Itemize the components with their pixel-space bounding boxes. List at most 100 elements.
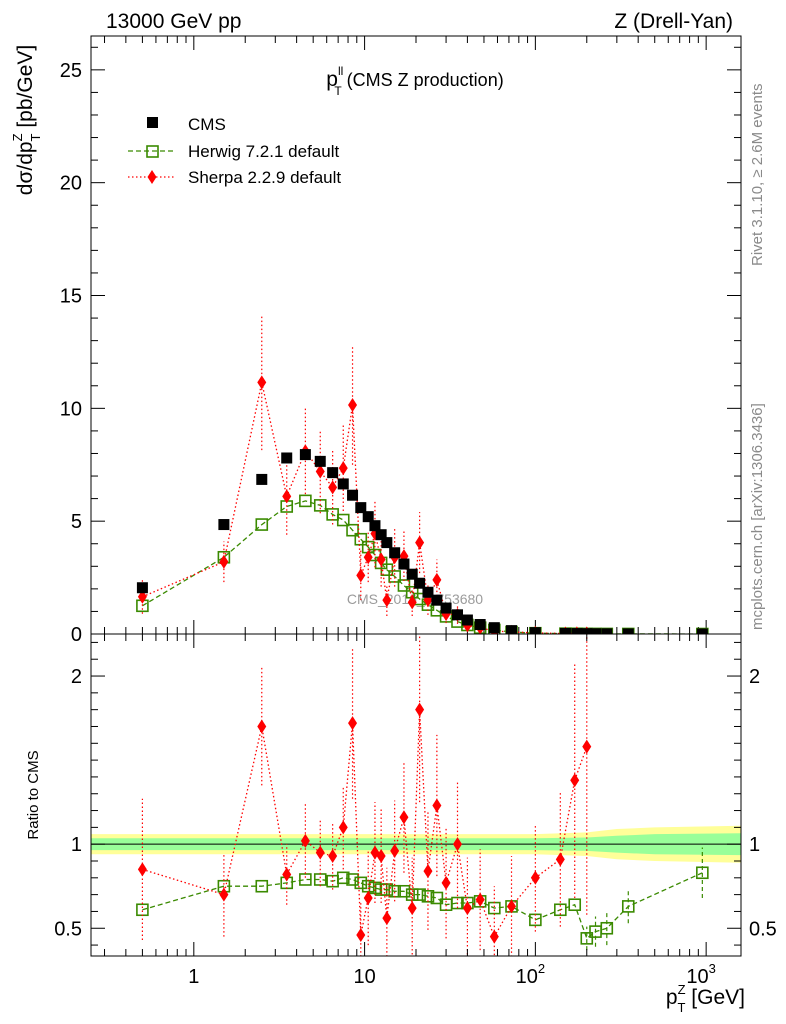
main-panel: 0 5 10 15 20 25 pll T (CMS Z production) dσ/dp…: [10, 35, 742, 646]
cms-point: [281, 452, 293, 464]
herwig-ratio-point: [451, 896, 464, 910]
cms-point: [256, 473, 268, 485]
cms-point: [314, 455, 326, 467]
sherpa-ratio-point: [376, 848, 386, 863]
x-axis-label-main: p: [666, 986, 678, 1009]
legend-sherpa-marker: [147, 170, 157, 184]
sherpa-ratio-point: [570, 773, 580, 788]
sherpa-ratio-point: [453, 837, 463, 852]
legend-sherpa-label: Sherpa 2.2.9 default: [188, 168, 341, 187]
herwig-point: [354, 532, 368, 546]
herwig-ratio-point: [413, 888, 426, 901]
ratio-y-tick-label: 1: [71, 834, 82, 856]
sherpa-ratio-point: [328, 848, 338, 863]
main-title-sub: T: [334, 84, 342, 98]
main-axis-ticks: 0 5 10 15 20 25: [60, 36, 741, 646]
ratio-y-label: Ratio to CMS: [25, 750, 42, 839]
herwig-ratio-point: [346, 873, 359, 886]
cms-point: [362, 511, 374, 523]
cms-point: [571, 628, 583, 634]
herwig-point: [299, 494, 312, 508]
header-left: 13000 GeV pp: [106, 10, 241, 33]
cms-point: [327, 467, 339, 479]
herwig-ratio-point: [430, 891, 444, 905]
cms-point: [431, 594, 443, 606]
header-right: Z (Drell-Yan): [614, 10, 733, 33]
sherpa-ratio-point: [363, 890, 373, 905]
herwig-point: [336, 513, 350, 527]
sherpa-point: [219, 554, 229, 569]
x-axis-label-sup: Z: [678, 982, 686, 997]
main-y-label: dσ/dpZ T [pb/GeV]: [10, 45, 43, 195]
sherpa-ratio-point: [338, 820, 348, 835]
cms-point: [422, 586, 434, 598]
legend-herwig-label: Herwig 7.2.1 default: [188, 142, 339, 161]
sherpa-ratio-point: [432, 798, 442, 813]
sherpa-point: [328, 480, 338, 495]
cms-point: [414, 577, 426, 589]
legend-herwig-marker: [146, 145, 159, 158]
cms-point: [461, 614, 473, 626]
sherpa-ratio-point: [257, 719, 267, 734]
x-tick-label: 103: [686, 961, 715, 988]
sherpa-ratio-point: [300, 833, 310, 848]
cms-point: [347, 489, 359, 501]
main-y-label-main: dσ/dp: [14, 141, 37, 195]
cms-point: [559, 627, 571, 634]
sherpa-ratio-point: [348, 716, 358, 731]
cms-point: [452, 609, 464, 621]
sherpa-ratio-point: [282, 867, 292, 882]
main-series: [136, 314, 709, 634]
cms-point: [337, 478, 349, 490]
herwig-ratio-point: [554, 903, 567, 917]
herwig-ratio-point: [354, 876, 368, 890]
cms-point: [474, 619, 486, 631]
sherpa-ratio-point: [137, 862, 147, 877]
sherpa-ratio-point: [315, 845, 325, 860]
x-tick-label: 102: [516, 961, 545, 988]
sherpa-point: [356, 568, 366, 583]
cms-point: [488, 622, 500, 634]
sherpa-point: [137, 589, 147, 604]
sherpa-point: [363, 550, 373, 565]
cms-point: [369, 520, 381, 532]
mcplots-text: mcplots.cern.ch [arXiv:1306.3436]: [749, 403, 766, 630]
x-axis-label-rest: [GeV]: [685, 986, 745, 1009]
herwig-point: [346, 523, 359, 537]
main-y-label-rest: [pb/GeV]: [14, 45, 37, 134]
herwig-ratio-point: [336, 871, 350, 885]
cms-point: [381, 537, 393, 549]
sherpa-ratio-point: [219, 887, 229, 902]
sherpa-ratio-point: [530, 870, 540, 885]
cms-point: [218, 519, 230, 531]
sherpa-ratio-point: [382, 911, 392, 926]
herwig-ratio-point: [600, 921, 614, 935]
sherpa-ratio-point: [555, 852, 565, 867]
main-title: pll T (CMS Z production): [326, 64, 503, 98]
herwig-ratio-point: [529, 913, 542, 927]
herwig-ratio-point: [696, 866, 709, 880]
ratio-y-tick-label-right: 1: [749, 834, 760, 856]
herwig-ratio-point: [488, 901, 501, 915]
sherpa-ratio-point: [407, 901, 417, 916]
sherpa-point: [348, 397, 358, 412]
herwig-ratio-point: [313, 873, 327, 886]
sherpa-point: [382, 593, 392, 608]
cms-point: [696, 628, 708, 634]
cms-point: [389, 547, 401, 559]
cms-point: [440, 602, 452, 614]
ratio-y-tick-label-right: 2: [749, 666, 760, 688]
sherpa-ratio-point: [582, 739, 592, 754]
cms-point: [590, 628, 602, 634]
sherpa-point: [315, 464, 325, 479]
x-tick-exponent: 2: [538, 961, 545, 976]
herwig-ratio-point: [621, 900, 635, 913]
ratio-y-tick-label: 0.5: [54, 918, 82, 940]
ratio-panel: 1 10 102 103 0.5 0.5 1 1 2 2 Ratio to CMS pZ T [Ge…: [25, 633, 777, 1015]
herwig-ratio-point: [255, 879, 269, 893]
sherpa-point: [257, 375, 267, 390]
ratio-frame: [90, 633, 742, 957]
x-axis-label: pZ T [GeV]: [666, 982, 745, 1015]
cms-point: [136, 582, 148, 594]
herwig-ratio-point: [299, 873, 312, 886]
